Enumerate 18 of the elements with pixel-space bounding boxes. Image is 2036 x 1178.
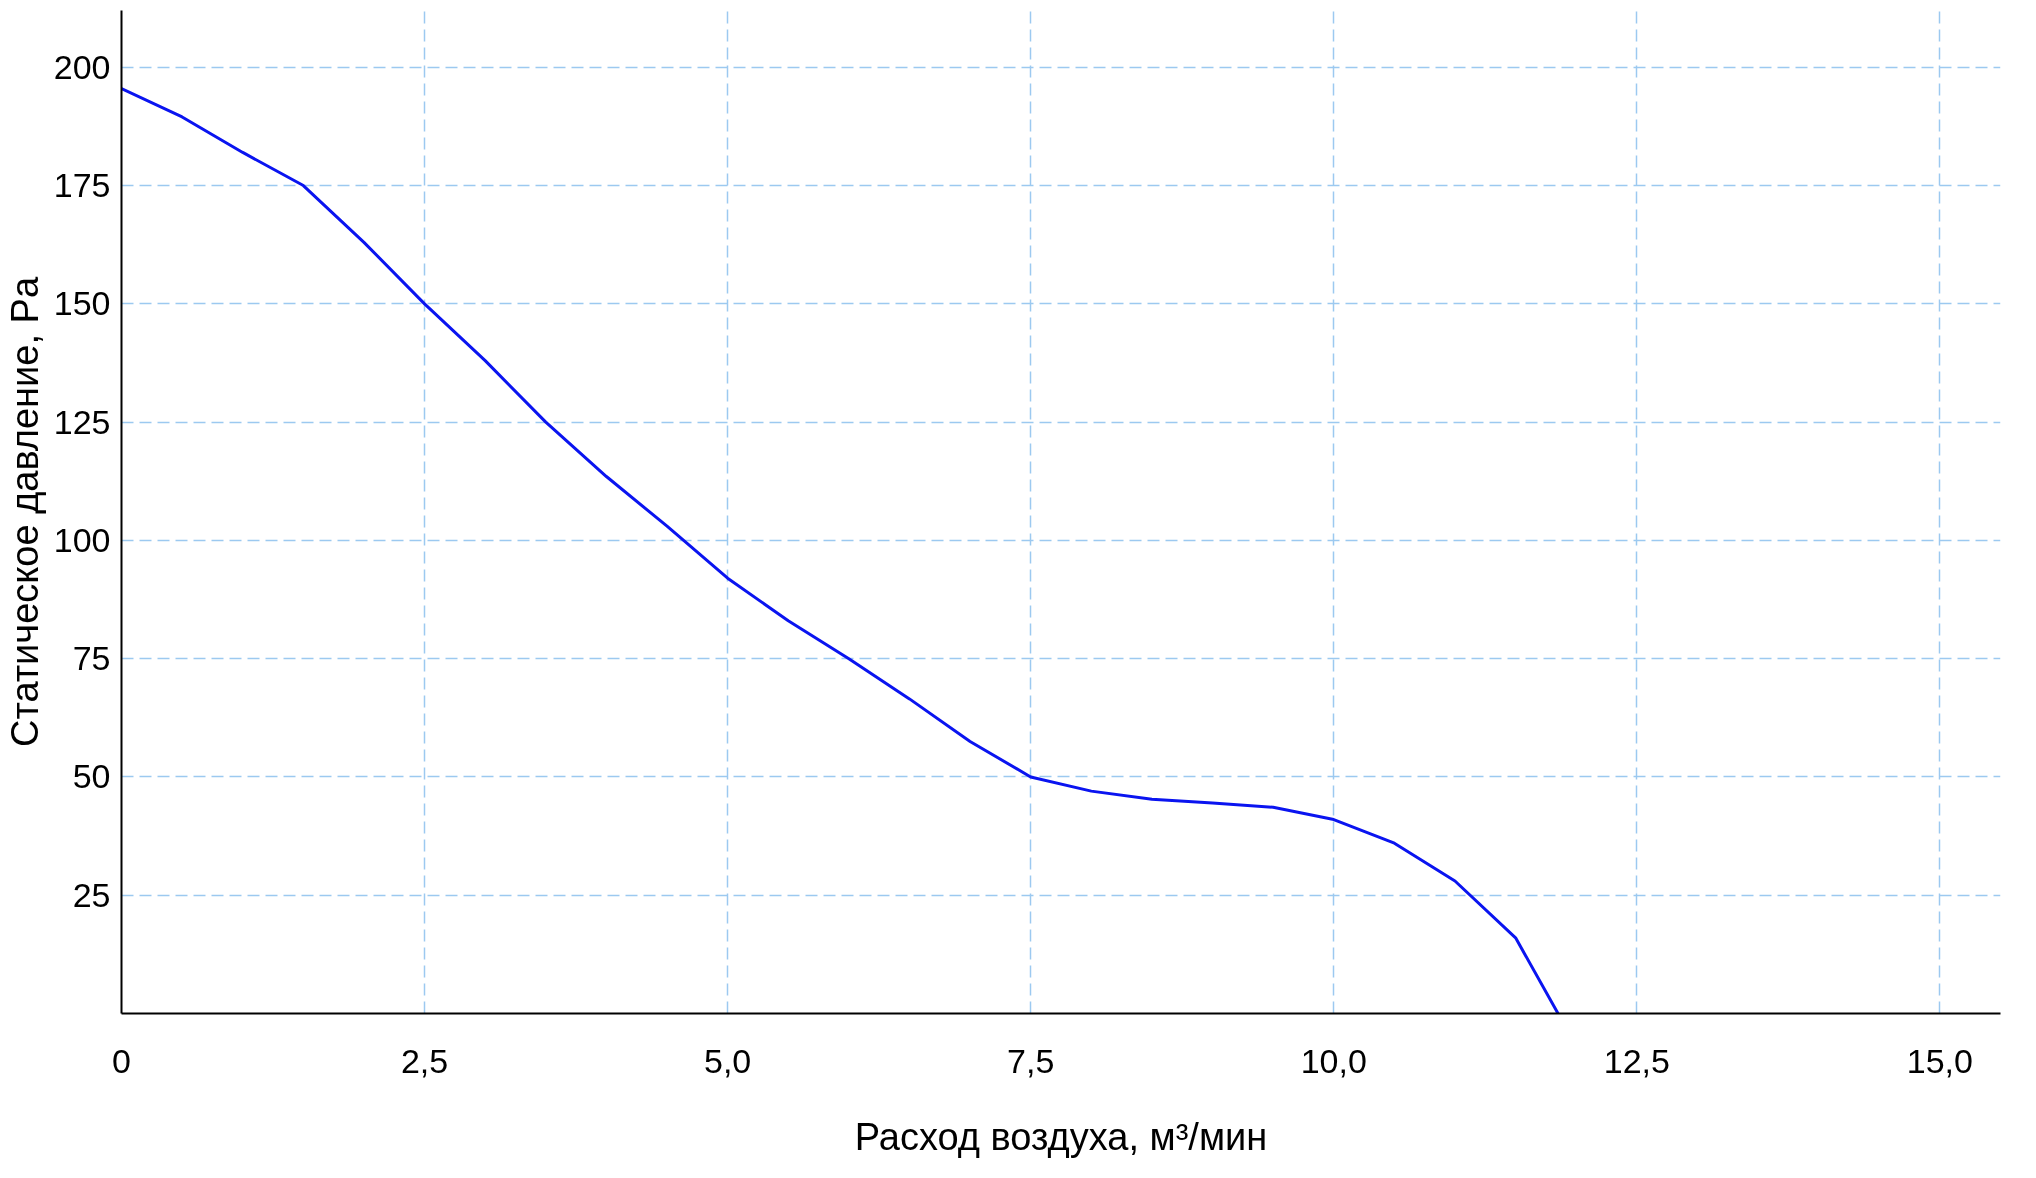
x-axis-title: Расход воздуха, м³/мин <box>854 1115 1268 1158</box>
y-axis-title: Статическое давление, Pa <box>3 276 46 748</box>
y-tick-label: 175 <box>53 166 111 205</box>
line-series <box>121 87 1560 1014</box>
x-tick-label: 12,5 <box>1603 1041 1670 1080</box>
y-tick-label: 25 <box>72 875 111 914</box>
y-tick-label: 200 <box>53 47 111 86</box>
x-tick-label: 0 <box>112 1041 131 1080</box>
x-tick-label: 2,5 <box>400 1041 449 1080</box>
y-tick-label: 125 <box>53 402 111 441</box>
y-tick-label: 100 <box>53 520 111 559</box>
y-tick-label: 150 <box>53 284 111 323</box>
x-tick-label: 7,5 <box>1007 1041 1055 1080</box>
x-tick-label: 10,0 <box>1300 1041 1367 1080</box>
x-tick-label: 5,0 <box>704 1041 752 1080</box>
x-tick-label: 15,0 <box>1906 1041 1973 1080</box>
y-tick-label: 50 <box>72 757 111 796</box>
y-tick-label: 75 <box>72 639 111 678</box>
